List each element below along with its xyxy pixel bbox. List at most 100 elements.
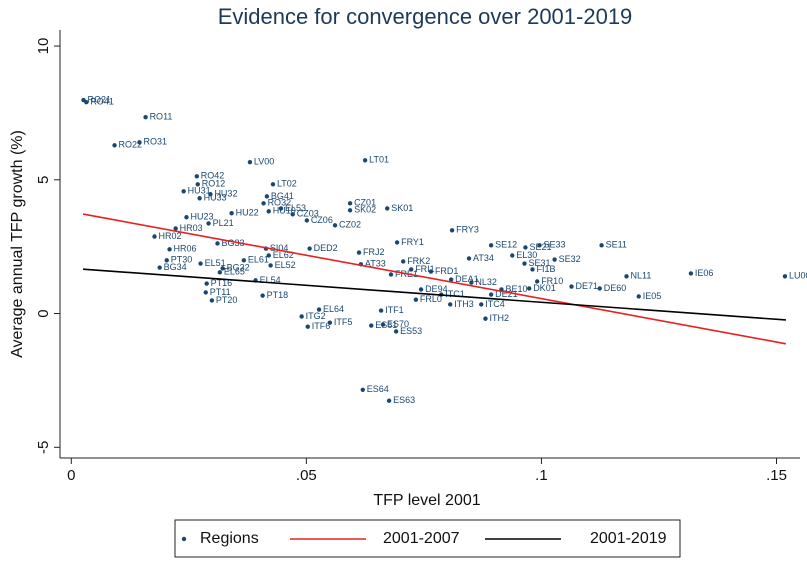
point-label: EL53: [285, 203, 306, 213]
point-label: RO22: [119, 140, 143, 150]
point-label: SE11: [606, 240, 627, 250]
point-label: HU10: [273, 206, 296, 216]
point: [220, 266, 225, 271]
point-label: SK01: [391, 203, 413, 213]
point: [401, 259, 406, 264]
point-label: SE32: [559, 254, 581, 264]
point-label: CZ01: [354, 198, 376, 208]
point: [206, 221, 211, 226]
point: [380, 322, 386, 327]
point: [270, 182, 276, 187]
point: [483, 316, 488, 321]
point: [378, 308, 384, 313]
point-label: FRD1: [435, 266, 459, 276]
point-label: RO31: [143, 137, 167, 147]
point-label: BG34: [164, 262, 187, 272]
point: [152, 234, 157, 239]
point-label: ES61: [375, 320, 397, 330]
point-label: HU32: [214, 189, 237, 199]
point-label: PT30: [171, 255, 193, 265]
point: [307, 246, 312, 251]
point: [173, 226, 178, 231]
point: [208, 192, 213, 197]
point-label: ITF1: [385, 305, 404, 315]
point: [488, 243, 494, 248]
point-label: DE60: [604, 283, 627, 293]
point-label: RO42: [201, 171, 225, 181]
point-label: FI1B: [536, 264, 555, 274]
point-label: BG32: [227, 263, 250, 273]
point: [260, 293, 265, 298]
point-label: FRK2: [407, 256, 430, 266]
point: [164, 258, 169, 263]
point-label: RO41: [90, 97, 114, 107]
point: [268, 263, 273, 268]
point-label: AT33: [365, 259, 386, 269]
point: [360, 387, 365, 392]
point: [469, 280, 474, 285]
point: [112, 143, 117, 148]
chart-title: Evidence for convergence over 2001-2019: [218, 4, 633, 29]
point-label: BG33: [221, 238, 244, 248]
legend-label: Regions: [200, 530, 259, 547]
point: [184, 215, 189, 220]
point-label: PT20: [216, 295, 238, 305]
point: [137, 140, 142, 145]
point: [241, 258, 247, 263]
point: [197, 196, 202, 201]
point: [526, 286, 532, 291]
point: [534, 279, 540, 284]
y-axis-label: Average annual TFP growth (%): [9, 130, 26, 358]
point: [332, 223, 338, 228]
point: [428, 269, 434, 274]
point: [569, 284, 574, 289]
x-tick-label: 0: [67, 467, 75, 484]
point: [466, 256, 472, 261]
point-label: HU31: [188, 186, 211, 196]
point-label: DE71: [576, 281, 599, 291]
point: [299, 314, 304, 319]
point-label: NL32: [475, 277, 497, 287]
point: [181, 189, 186, 194]
point: [523, 245, 528, 250]
point-label: ITC1: [445, 289, 465, 299]
point-label: SE31: [528, 258, 550, 268]
point: [488, 292, 494, 297]
point-label: HR06: [174, 244, 197, 254]
point-label: SI04: [270, 243, 289, 253]
point: [418, 287, 424, 292]
point-label: NL11: [631, 271, 652, 281]
point: [448, 277, 454, 282]
point: [599, 243, 604, 248]
point: [688, 271, 694, 276]
point-label: ITG2: [306, 311, 326, 321]
point-label: IE05: [643, 291, 662, 301]
point: [209, 298, 215, 303]
point: [264, 194, 270, 199]
y-tick-label: 10: [35, 38, 52, 55]
point-label: AT34: [473, 253, 494, 263]
point: [413, 297, 419, 302]
point-label: DEA1: [455, 274, 479, 284]
legend-swatch: [181, 536, 187, 542]
point-label: FRY1: [401, 237, 424, 247]
point-label: FRJ2: [363, 247, 385, 257]
point-label: ES63: [393, 395, 415, 405]
point-label: LU00: [789, 271, 807, 281]
point: [388, 272, 394, 277]
point-label: ES53: [400, 326, 422, 336]
point-label: DK01: [533, 283, 556, 293]
point: [247, 159, 253, 165]
point-label: ITF6: [312, 321, 331, 331]
point-label: RO12: [202, 179, 226, 189]
point: [167, 247, 172, 252]
point: [636, 294, 641, 299]
y-tick-label: 5: [35, 176, 52, 184]
point-label: ITF5: [334, 317, 353, 327]
point-label: ITC4: [485, 299, 505, 309]
point-label: LT01: [369, 155, 389, 165]
point-label: EL52: [275, 260, 296, 270]
point-label: FRL0: [420, 294, 442, 304]
point: [393, 329, 399, 334]
